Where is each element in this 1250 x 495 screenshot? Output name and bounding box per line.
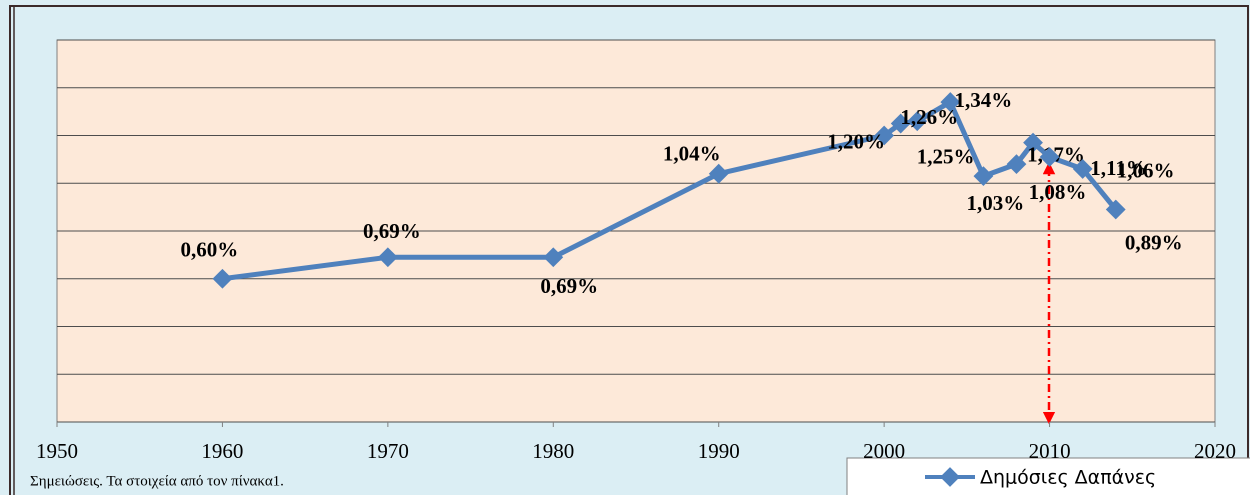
x-tick-label: 2020 <box>1194 439 1236 463</box>
x-tick-label: 1990 <box>698 439 740 463</box>
point-marker <box>543 247 564 268</box>
x-tick-label: 1950 <box>36 439 78 463</box>
point-marker <box>1105 199 1126 220</box>
series-layer: 0,60%0,69%0,69%1,04%1,20%1,25%1,26%1,34%… <box>181 88 1183 298</box>
legend-label: Δημόσιες Δαπάνες <box>980 467 1156 489</box>
data-label: 1,11% <box>1090 156 1147 180</box>
point-marker <box>377 247 398 268</box>
x-tick-label: 1960 <box>201 439 243 463</box>
data-label: 0,89% <box>1125 230 1183 254</box>
legend-marker <box>940 467 960 487</box>
data-label: 1,34% <box>954 88 1012 112</box>
x-tick-label: 1970 <box>367 439 409 463</box>
legend <box>846 457 1250 495</box>
data-label: 1,03% <box>967 191 1025 215</box>
data-label: 1,20% <box>827 129 885 153</box>
data-label: 1,25% <box>917 144 975 168</box>
data-label: 1,04% <box>663 142 721 166</box>
x-tick-label: 2010 <box>1029 439 1071 463</box>
data-label: 1,08% <box>1029 180 1087 204</box>
point-marker <box>1023 132 1043 153</box>
x-tick-label: 1980 <box>532 439 574 463</box>
data-label: 0,60% <box>181 238 239 262</box>
chart-frame <box>9 5 1249 495</box>
point-marker <box>1039 147 1060 167</box>
data-label: 1,06% <box>1117 159 1175 183</box>
data-label: 0,69% <box>363 219 421 243</box>
grid <box>57 39 1215 423</box>
point-marker <box>1072 159 1093 179</box>
point-marker <box>212 268 233 289</box>
data-label: 0,69% <box>540 274 598 298</box>
note: Σημειώσεις. Τα στοιχεία από τον πίνακα1. <box>30 473 284 489</box>
x-tick-label: 2000 <box>863 439 905 463</box>
